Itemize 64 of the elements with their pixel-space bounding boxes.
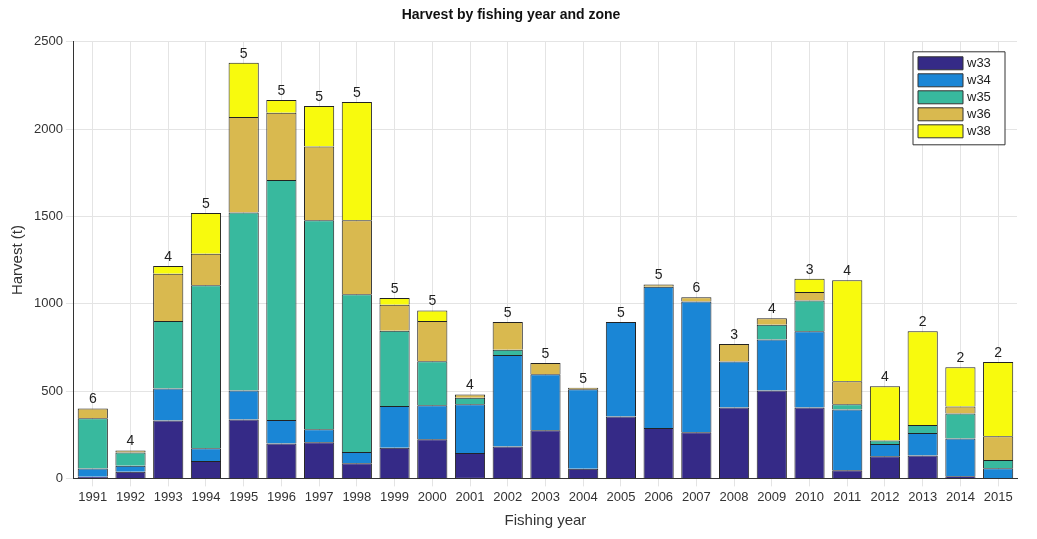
legend-label: w34 — [966, 72, 991, 88]
legend-label: w33 — [966, 55, 991, 71]
annotation: 4 — [881, 368, 890, 385]
x-tick-label: 2012 — [870, 488, 900, 504]
annotation: 5 — [503, 303, 512, 320]
annotation: 5 — [579, 369, 588, 386]
x-tick-label: 1992 — [116, 488, 145, 504]
x-tick-label: 2004 — [568, 488, 598, 504]
annotation: 2 — [918, 313, 927, 330]
x-tick-label: 2000 — [417, 488, 447, 504]
annotation: 5 — [315, 87, 324, 104]
annotation: 5 — [654, 266, 663, 283]
x-tick-label: 2006 — [644, 488, 674, 504]
annotation: 5 — [428, 292, 437, 309]
x-tick-label: 2008 — [719, 488, 749, 504]
annotation: 2 — [956, 349, 965, 366]
annotation: 6 — [88, 390, 97, 407]
y-tick-label: 0 — [55, 469, 63, 485]
x-tick-label: 2010 — [795, 488, 824, 504]
x-tick-label: 1997 — [304, 488, 334, 504]
annotation: 4 — [767, 300, 776, 317]
x-tick-label: 2009 — [757, 488, 787, 504]
y-tick-label: 1500 — [34, 208, 63, 224]
annotation: 4 — [164, 247, 173, 264]
annotation: 5 — [239, 44, 248, 61]
x-tick-label: 2015 — [983, 488, 1013, 504]
annotation: 5 — [390, 279, 399, 296]
x-tick-label: 1998 — [342, 488, 372, 504]
x-tick-label: 2003 — [531, 488, 560, 504]
x-tick-label: 2002 — [493, 488, 523, 504]
y-axis-title: Harvest (t) — [8, 225, 26, 296]
annotation: 5 — [202, 194, 211, 211]
chart-title: Harvest by fishing year and zone — [401, 6, 621, 23]
annotation: 4 — [466, 376, 475, 393]
x-tick-label: 1995 — [229, 488, 259, 504]
x-tick-label: 2011 — [833, 488, 862, 504]
y-tick-label: 2000 — [34, 120, 63, 136]
legend-label: w35 — [966, 89, 991, 105]
x-tick-label: 2013 — [908, 488, 938, 504]
annotation: 5 — [277, 81, 286, 98]
annotation: 5 — [617, 303, 626, 320]
annotation: 3 — [805, 260, 814, 277]
legend-label: w36 — [966, 106, 991, 122]
y-tick-label: 2500 — [34, 33, 63, 49]
annotation: 5 — [352, 83, 361, 100]
x-tick-label: 1991 — [78, 488, 108, 504]
x-tick-label: 1996 — [266, 488, 296, 504]
annotation: 6 — [692, 279, 701, 296]
x-tick-label: 2005 — [606, 488, 636, 504]
legend-label: w38 — [966, 123, 991, 139]
x-tick-label: 2001 — [455, 488, 485, 504]
annotation: 5 — [541, 344, 550, 361]
x-axis-title: Fishing year — [504, 511, 587, 529]
x-tick-label: 2014 — [945, 488, 975, 504]
x-tick-label: 1994 — [191, 488, 221, 504]
x-tick-label: 2007 — [681, 488, 711, 504]
annotation: 2 — [994, 343, 1003, 360]
annotation: 4 — [126, 432, 135, 449]
annotation: 3 — [730, 325, 739, 342]
x-tick-label: 1999 — [380, 488, 410, 504]
x-tick-label: 1993 — [153, 488, 183, 504]
y-tick-label: 1000 — [34, 295, 63, 311]
annotation: 4 — [843, 262, 852, 279]
y-tick-label: 500 — [41, 382, 63, 398]
